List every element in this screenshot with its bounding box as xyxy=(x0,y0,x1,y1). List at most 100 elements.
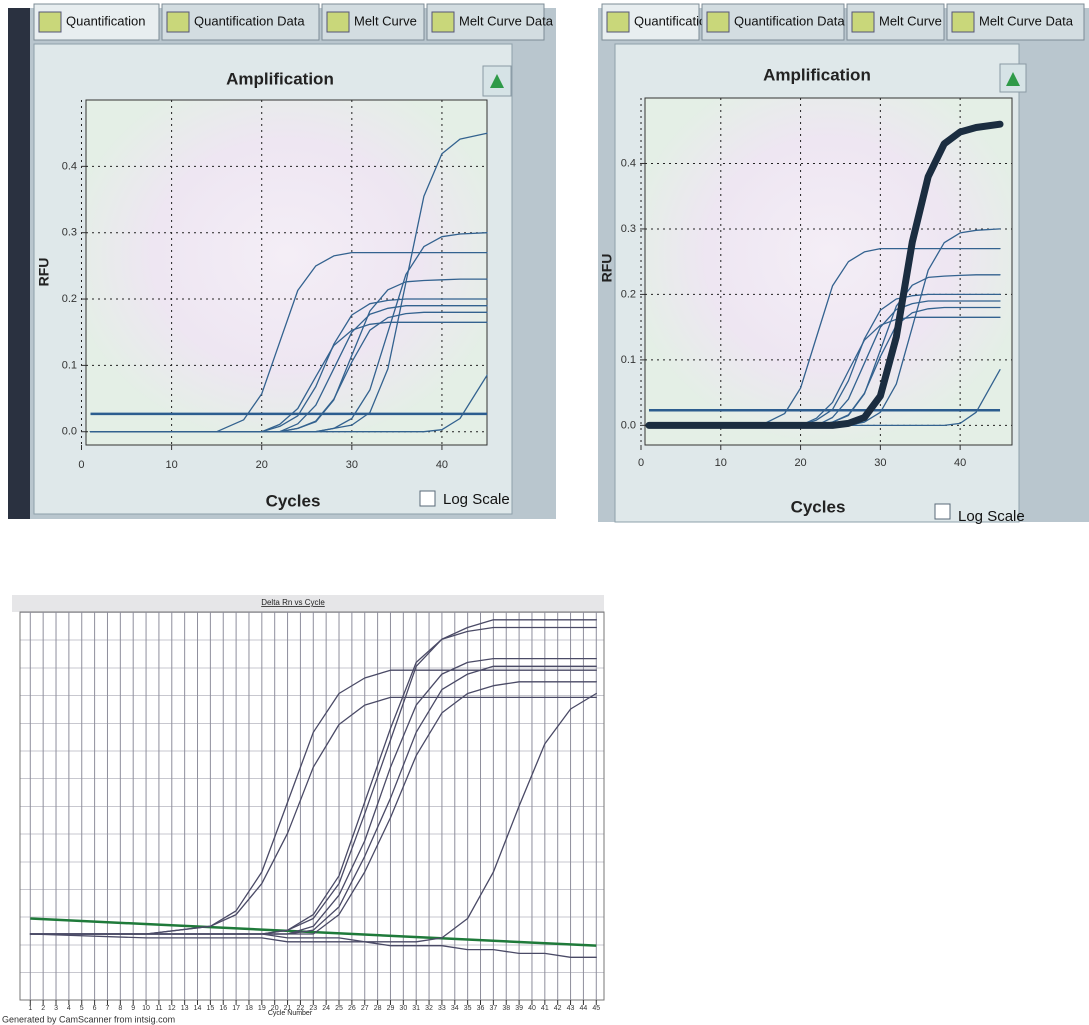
x-axis-label: Cycles xyxy=(266,491,321,510)
checkbox-label: Log Scale xyxy=(958,508,1025,525)
plot-area xyxy=(19,611,605,1001)
tab-label: Quantification Data xyxy=(734,13,845,28)
x-tick-label: 40 xyxy=(528,1005,536,1012)
y-tick-label: 0.4 xyxy=(62,160,77,172)
x-tick-label: 31 xyxy=(412,1005,420,1012)
x-tick-label: 13 xyxy=(181,1005,189,1012)
x-tick-label: 10 xyxy=(165,459,177,471)
tab-label: Quantification xyxy=(634,13,714,28)
x-tick-label: 18 xyxy=(245,1005,253,1012)
checkbox[interactable] xyxy=(419,490,436,507)
checkbox[interactable] xyxy=(934,503,951,520)
x-tick-label: 19 xyxy=(258,1005,266,1012)
x-tick-label: 28 xyxy=(374,1005,382,1012)
bezel xyxy=(8,8,30,519)
x-tick-label: 23 xyxy=(309,1005,317,1012)
tab-icon xyxy=(38,11,62,33)
x-tick-label: 8 xyxy=(118,1005,122,1012)
curve xyxy=(29,692,597,943)
tab-label: Quantification Data xyxy=(194,13,305,28)
curve xyxy=(29,696,597,935)
x-tick-label: 10 xyxy=(715,457,727,469)
footer: Generated by CamScanner from intsig.com xyxy=(2,1014,175,1024)
x-tick-label: 12 xyxy=(168,1005,176,1012)
x-tick-label: 21 xyxy=(284,1005,292,1012)
tab-icon xyxy=(606,11,630,33)
x-tick-label: 39 xyxy=(515,1005,523,1012)
x-tick-label: 30 xyxy=(874,457,886,469)
y-tick-label: 0.3 xyxy=(62,227,77,239)
x-tick-label: 43 xyxy=(567,1005,575,1012)
x-tick-label: 38 xyxy=(502,1005,510,1012)
y-tick-label: 0.1 xyxy=(621,354,636,366)
icon xyxy=(1006,72,1020,86)
x-tick-label: 36 xyxy=(477,1005,485,1012)
curve xyxy=(89,251,488,433)
curve xyxy=(89,374,488,433)
x-tick-label: 17 xyxy=(232,1005,240,1012)
x-tick-label: 29 xyxy=(387,1005,395,1012)
x-tick-label: 20 xyxy=(256,459,268,471)
y-tick-label: 0.3 xyxy=(621,223,636,235)
curve xyxy=(645,120,1004,429)
x-tick-label: 34 xyxy=(451,1005,459,1012)
x-tick-label: 2 xyxy=(41,1005,45,1012)
x-axis-label: Cycle Number xyxy=(268,1010,313,1017)
curve xyxy=(29,933,597,958)
tab-label: Melt Curve xyxy=(354,13,417,28)
x-tick-label: 35 xyxy=(464,1005,472,1012)
tab-icon xyxy=(706,11,730,33)
checkbox-label: Log Scale xyxy=(443,491,510,508)
tab-icon xyxy=(431,11,455,33)
curve xyxy=(29,669,597,935)
x-tick-label: 42 xyxy=(554,1005,562,1012)
tab-label: Quantification xyxy=(66,13,146,28)
x-tick-label: 20 xyxy=(794,457,806,469)
x-tick-label: 14 xyxy=(194,1005,202,1012)
y-tick-label: 0.0 xyxy=(62,426,77,438)
y-tick-label: 0.1 xyxy=(62,359,77,371)
x-tick-label: 10 xyxy=(142,1005,150,1012)
plot-area xyxy=(85,99,488,446)
x-tick-label: 30 xyxy=(399,1005,407,1012)
x-tick-label: 41 xyxy=(541,1005,549,1012)
x-tick-label: 44 xyxy=(580,1005,588,1012)
y-axis-label: RFU xyxy=(599,254,615,283)
x-tick-label: 9 xyxy=(131,1005,135,1012)
tab-label: Melt Curve Data xyxy=(979,13,1074,28)
x-tick-label: 0 xyxy=(638,457,644,469)
x-tick-label: 26 xyxy=(348,1005,356,1012)
x-tick-label: 0 xyxy=(78,459,84,471)
x-tick-label: 45 xyxy=(592,1005,600,1012)
tab-bar: Quantification Quantification Data Melt Cu… xyxy=(601,3,1085,41)
tab-bar: Quantification Quantification Data Melt Cu… xyxy=(33,3,554,41)
tab-label: Melt Curve Data xyxy=(459,13,554,28)
tab-icon xyxy=(166,11,190,33)
y-tick-label: 0.0 xyxy=(621,419,636,431)
chart-title: Amplification xyxy=(226,69,334,88)
x-tick-label: 6 xyxy=(93,1005,97,1012)
x-tick-label: 33 xyxy=(438,1005,446,1012)
tab-label: Melt Curve xyxy=(879,13,942,28)
x-tick-label: 27 xyxy=(361,1005,369,1012)
y-tick-label: 0.2 xyxy=(62,293,77,305)
x-tick-label: 20 xyxy=(271,1005,279,1012)
x-tick-label: 25 xyxy=(335,1005,343,1012)
y-axis-label: RFU xyxy=(36,258,52,287)
x-tick-label: 24 xyxy=(322,1005,330,1012)
x-tick-label: 32 xyxy=(425,1005,433,1012)
tab-icon xyxy=(851,11,875,33)
x-tick-label: 1 xyxy=(28,1005,32,1012)
chart-title: Delta Rn vs Cycle xyxy=(261,598,325,607)
icon xyxy=(490,74,504,88)
x-tick-label: 4 xyxy=(67,1005,71,1012)
x-axis-label: Cycles xyxy=(791,497,846,516)
plot-area xyxy=(644,97,1013,446)
y-tick-label: 0.2 xyxy=(621,288,636,300)
tab-icon xyxy=(326,11,350,33)
chart-title: Amplification xyxy=(763,65,871,84)
x-tick-label: 40 xyxy=(436,459,448,471)
x-tick-label: 7 xyxy=(106,1005,110,1012)
